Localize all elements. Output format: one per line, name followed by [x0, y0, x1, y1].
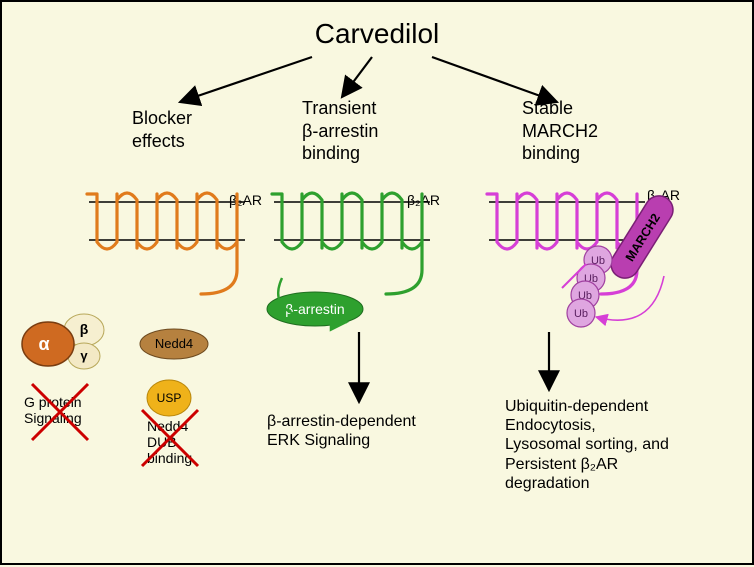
svg-text:Nedd4: Nedd4: [155, 336, 193, 351]
ubiquitin-node: [584, 246, 612, 274]
right-outcome: Ubiquitin-dependentEndocytosis,Lysosomal…: [505, 397, 669, 493]
svg-text:γ: γ: [80, 348, 88, 363]
arrow-from-title: [342, 57, 372, 97]
svg-text:Ub: Ub: [578, 290, 592, 302]
svg-text:Ub: Ub: [591, 255, 605, 267]
svg-text:USP: USP: [157, 391, 182, 405]
middle-receptor-label: β₂AR: [407, 192, 440, 208]
middle-outcome: β-arrestin-dependentERK Signaling: [267, 412, 416, 450]
march2-node: MARCH2: [606, 191, 678, 284]
nedd4-node: [140, 329, 208, 359]
ubiquitin-node: [571, 281, 599, 309]
march2-curve-arrow: [596, 276, 664, 320]
gprotein-caption: G proteinSignaling: [24, 394, 82, 426]
diagram-title: Carvedilol: [2, 18, 752, 50]
g-beta: [64, 314, 104, 346]
svg-text:α: α: [38, 334, 49, 354]
right-heading: StableMARCH2binding: [522, 97, 598, 165]
middle-heading: Transientβ-arrestinbinding: [302, 97, 378, 165]
receptor-serpentine: [87, 193, 237, 294]
receptor-serpentine: [272, 193, 422, 294]
svg-text:β-arrestin: β-arrestin: [285, 301, 344, 317]
ubiquitin-node: [577, 264, 605, 292]
svg-text:Ub: Ub: [574, 308, 588, 320]
tail-ub-link: [562, 264, 586, 288]
usp-node: [147, 380, 191, 416]
arrow-from-title: [180, 57, 312, 102]
left-receptor-label: β₂AR: [229, 192, 262, 208]
svg-text:β: β: [80, 321, 89, 337]
ubiquitin-node: [567, 299, 595, 327]
dub-caption: Nedd4DUBbinding: [147, 418, 192, 466]
beta-arrestin-node: [267, 292, 363, 326]
svg-text:Ub: Ub: [584, 273, 598, 285]
g-alpha: [22, 322, 74, 366]
arrow-from-title: [432, 57, 557, 102]
receptor-serpentine: [487, 193, 637, 294]
left-heading: Blockereffects: [132, 107, 192, 152]
barrestin-curve-arrow: [278, 278, 347, 322]
svg-text:MARCH2: MARCH2: [623, 211, 663, 264]
g-gamma: [68, 343, 100, 369]
right-receptor-label: β₂AR: [647, 187, 680, 203]
